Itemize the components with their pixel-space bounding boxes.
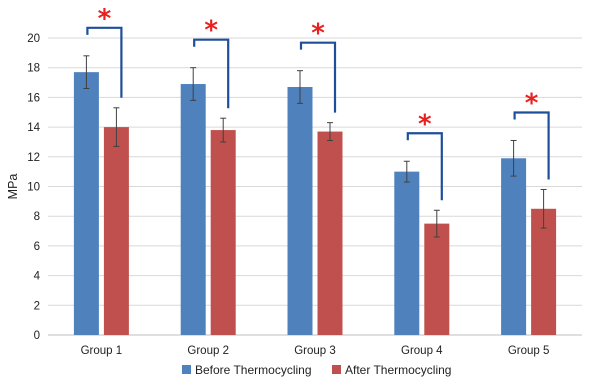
significance-star: * <box>98 4 112 34</box>
significance-star: * <box>525 88 539 118</box>
y-tick-label: 18 <box>27 63 40 75</box>
x-tick-label: Group 4 <box>401 345 443 357</box>
bar-after <box>424 223 450 335</box>
significance-annotations: * * * * * <box>86 4 550 201</box>
x-tick-label: Group 1 <box>81 345 123 357</box>
bars <box>73 72 557 335</box>
y-tick-label: 10 <box>27 182 40 194</box>
grid-lines <box>48 37 582 336</box>
significance-star: * <box>311 19 325 49</box>
significance-bracket <box>299 41 337 113</box>
bar-before <box>73 72 99 335</box>
bar-before <box>394 171 420 335</box>
error-bars <box>83 55 547 238</box>
y-tick-label: 16 <box>27 92 40 104</box>
x-tick-label: Group 2 <box>187 345 229 357</box>
bar-before <box>501 158 527 335</box>
significance-bracket <box>193 38 230 109</box>
axes: 0 2 4 6 8 10 12 14 16 18 20 Group 1 Group 2 Group 3 Gr… <box>27 33 549 357</box>
legend: Before Thermocycling After Thermocycling <box>182 363 451 377</box>
legend-swatch <box>332 365 341 374</box>
y-tick-label: 4 <box>34 271 41 283</box>
y-tick-label: 12 <box>27 152 40 164</box>
y-tick-label: 8 <box>34 211 40 223</box>
significance-star: * <box>204 16 218 46</box>
legend-swatch <box>182 365 191 374</box>
bar-after <box>210 130 236 335</box>
significance-bracket <box>513 111 550 180</box>
y-axis-label: MPa <box>6 174 20 200</box>
significance-bracket <box>86 26 123 98</box>
bar-before <box>287 87 313 335</box>
bar-after <box>103 127 129 335</box>
y-tick-label: 0 <box>34 330 40 342</box>
y-tick-label: 6 <box>34 241 40 253</box>
x-tick-label: Group 5 <box>508 345 550 357</box>
bar-after <box>531 208 557 335</box>
x-tick-label: Group 3 <box>294 345 336 357</box>
y-tick-label: 14 <box>27 122 40 134</box>
y-tick-label: 20 <box>27 33 40 45</box>
legend-label: After Thermocycling <box>345 363 451 377</box>
legend-label: Before Thermocycling <box>195 363 312 377</box>
bar-before <box>180 84 206 335</box>
significance-star: * <box>418 109 432 139</box>
bar-after <box>317 131 343 335</box>
significance-bracket <box>406 132 443 201</box>
y-tick-label: 2 <box>34 300 40 312</box>
